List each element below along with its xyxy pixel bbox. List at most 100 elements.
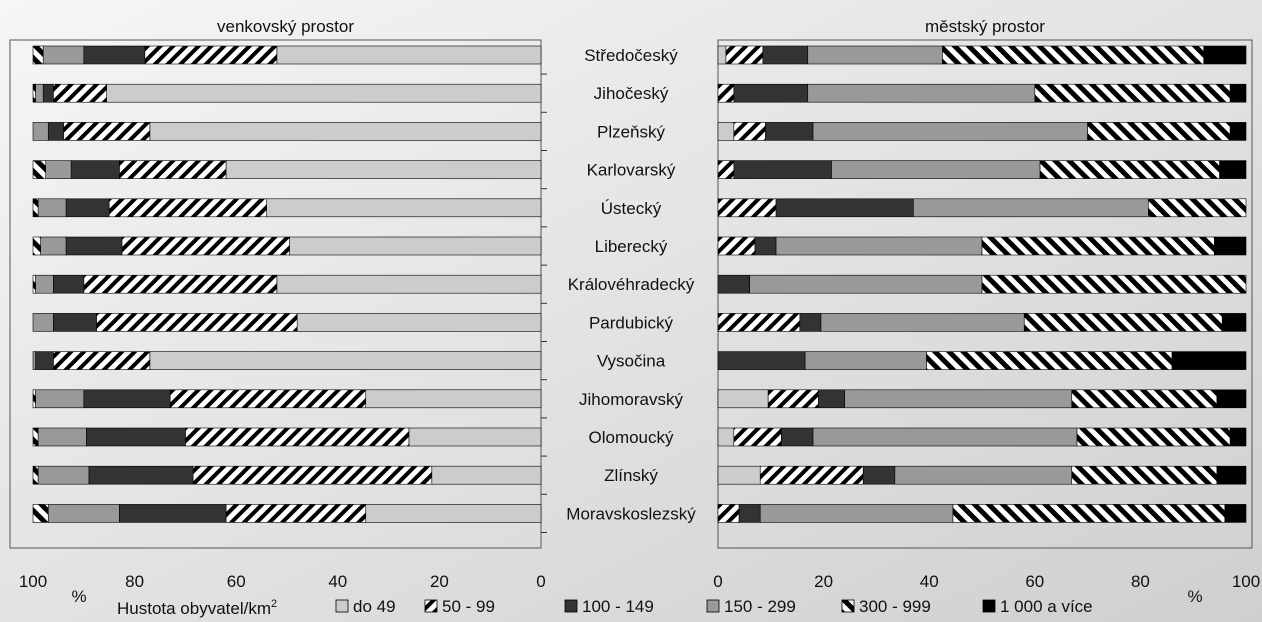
bar-right-plzensky-300-999 [1087,122,1231,141]
bar-right-moravskoslezsky-300-999 [952,504,1226,523]
bar-left-ustecky-300-999 [32,198,39,218]
bar-left-stredocesky-do-49 [276,45,542,65]
bar-left-liberecky-do-49 [289,236,542,256]
bar-left-moravskoslezsky-150-299 [47,504,120,523]
bar-left-jihomoravsky-100-149 [83,389,171,409]
bar-left-jihocesky-300-999 [32,83,36,103]
bar-left-moravskoslezsky-50-99 [225,504,367,523]
bar-left-jihomoravsky-300-999 [32,389,36,409]
bar-right-moravskoslezsky-50-99 [717,504,740,523]
category-label-ustecky: Ústecký [601,199,662,218]
bar-left-liberecky-50-99 [121,236,290,256]
category-label-olomoucky: Olomoucký [588,428,674,447]
bar-right-jihomoravsky-1-000-a-vice [1216,389,1247,409]
bar-left-olomoucky-50-99 [185,427,410,447]
bar-right-stredocesky-1-000-a-vice [1203,45,1247,65]
bar-right-pardubicky-300-999 [1023,313,1223,332]
bar-right-plzensky-50-99 [733,122,766,141]
legend-swatch-100-149 [564,599,578,613]
bar-right-plzensky-1-000-a-vice [1229,122,1247,141]
bar-right-jihomoravsky-do-49 [717,389,769,409]
bar-left-kralovehradecky-150-299 [35,274,54,294]
plot-area-right [717,39,1253,549]
bar-left-jihomoravsky-do-49 [365,389,542,409]
bar-right-zlinsky-150-299 [894,465,1073,485]
bar-left-jihomoravsky-50-99 [169,389,367,409]
legend-swatch-do-49 [335,599,349,613]
bar-right-jihomoravsky-300-999 [1071,389,1218,409]
bar-right-olomoucky-150-299 [812,427,1078,447]
bar-right-karlovarsky-300-999 [1039,160,1220,179]
bar-right-plzensky-100-149 [765,122,814,141]
bar-left-vysocina-150-299 [32,351,36,370]
legend-label-150-299: 150 - 299 [724,597,796,616]
bar-right-vysocina-300-999 [926,351,1173,370]
x-tick-label-right: 100 [1232,572,1260,591]
bar-right-liberecky-1-000-a-vice [1214,236,1247,256]
bar-left-jihocesky-150-299 [35,83,44,103]
bar-right-jihocesky-50-99 [717,83,735,103]
legend-title: Hustota obyvatel/km2 [117,598,277,618]
bar-left-karlovarsky-50-99 [119,160,227,179]
legend-label-100-149: 100 - 149 [582,597,654,616]
bar-left-vysocina-100-149 [35,351,54,370]
bar-left-pardubicky-100-149 [53,313,97,332]
bar-right-moravskoslezsky-1-000-a-vice [1224,504,1247,523]
bar-right-pardubicky-50-99 [717,313,801,332]
bar-right-stredocesky-150-299 [807,45,943,65]
bar-left-plzensky-50-99 [63,122,151,141]
bar-left-zlinsky-100-149 [88,465,194,485]
x-tick-label-left: 40 [328,572,347,591]
bar-left-zlinsky-150-299 [37,465,90,485]
x-tick-label-left: 20 [430,572,449,591]
bar-right-ustecky-50-99 [717,198,777,218]
bar-left-pardubicky-do-49 [296,313,542,332]
legend-label-do-49: do 49 [353,597,396,616]
bar-left-stredocesky-150-299 [42,45,85,65]
x-tick-label-right: 40 [920,572,939,591]
bar-right-zlinsky-50-99 [759,465,864,485]
x-tick-label-right: 20 [814,572,833,591]
bar-left-plzensky-100-149 [47,122,64,141]
bar-right-moravskoslezsky-150-299 [759,504,954,523]
bar-right-jihomoravsky-150-299 [844,389,1073,409]
panel-title-left: venkovský prostor [217,17,354,36]
bar-left-moravskoslezsky-300-999 [32,504,49,523]
bar-right-zlinsky-do-49 [717,465,761,485]
bar-right-jihomoravsky-100-149 [818,389,846,409]
category-label-moravskoslezsky: Moravskoslezský [566,504,696,523]
bar-left-olomoucky-300-999 [32,427,39,447]
bar-right-pardubicky-100-149 [799,313,822,332]
bar-right-karlovarsky-50-99 [717,160,735,179]
bar-right-liberecky-50-99 [717,236,756,256]
bar-right-karlovarsky-1-000-a-vice [1219,160,1247,179]
bar-left-liberecky-100-149 [65,236,123,256]
x-unit-label-right: % [1187,587,1202,606]
bar-right-jihocesky-300-999 [1034,83,1231,103]
bar-left-jihocesky-50-99 [53,83,107,103]
bar-right-zlinsky-300-999 [1071,465,1218,485]
bar-left-plzensky-do-49 [149,122,542,141]
bar-left-zlinsky-300-999 [32,465,39,485]
category-label-pardubicky: Pardubický [589,313,674,332]
plot-area-left [9,39,542,549]
panel-title-right: městský prostor [925,17,1045,36]
category-label-zlinsky: Zlínský [604,466,658,485]
bar-left-ustecky-100-149 [65,198,110,218]
bar-left-jihocesky-100-149 [42,83,54,103]
bar-right-vysocina-100-149 [717,351,806,370]
bar-left-karlovarsky-100-149 [70,160,120,179]
bar-left-kralovehradecky-do-49 [276,274,542,294]
bar-left-karlovarsky-300-999 [32,160,46,179]
legend-swatch-1-000-a-vice [982,599,996,613]
bar-right-vysocina-1-000-a-vice [1171,351,1247,370]
legend-label-300-999: 300 - 999 [859,597,931,616]
bar-left-pardubicky-150-299 [32,313,54,332]
category-label-jihomoravsky: Jihomoravský [579,390,683,409]
bar-right-ustecky-150-299 [913,198,1149,218]
bar-right-jihocesky-1-000-a-vice [1229,83,1247,103]
x-tick-label-left: 80 [125,572,144,591]
bar-left-zlinsky-do-49 [431,465,542,485]
